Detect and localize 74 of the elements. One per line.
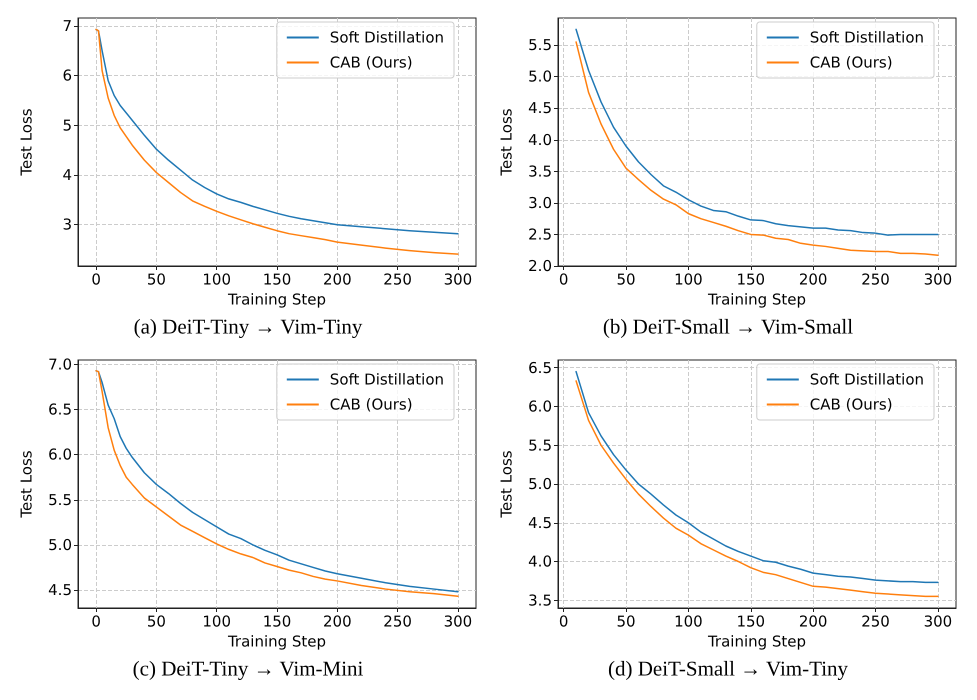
y-tick-label: 3.5 (528, 162, 552, 180)
y-tick-label: 7.0 (48, 356, 72, 374)
y-axis-title: Test Loss (498, 108, 516, 177)
y-tick-label: 5 (62, 116, 72, 134)
legend-label: CAB (Ours) (810, 54, 893, 72)
x-tick-label: 150 (736, 270, 766, 288)
x-tick-label: 250 (383, 612, 412, 630)
y-tick-label: 4 (62, 166, 72, 184)
y-tick-label: 5.0 (528, 475, 552, 493)
text: (a) DeiT-Tiny → Vim-Tiny (134, 314, 363, 338)
x-tick-label: 50 (146, 612, 166, 630)
text: (c) DeiT-Tiny → Vim-Mini (132, 656, 364, 680)
y-axis-title: Test Loss (18, 108, 36, 177)
x-tick-label: 100 (202, 612, 232, 630)
y-tick-label: 5.0 (48, 536, 72, 554)
y-tick-label: 2.0 (528, 257, 552, 275)
x-tick-label: 250 (383, 270, 412, 288)
legend-label: Soft Distillation (810, 370, 924, 388)
legend-label: CAB (Ours) (810, 396, 893, 414)
text: (d) DeiT-Small → Vim-Tiny (608, 656, 849, 680)
x-tick-label: 0 (558, 270, 568, 288)
x-tick-label: 250 (861, 612, 890, 630)
x-tick-label: 150 (262, 270, 292, 288)
y-tick-label: 7 (62, 16, 72, 35)
y-tick-label: 5.0 (528, 68, 552, 86)
x-tick-label: 50 (146, 270, 166, 288)
x-axis-title: Training Step (706, 632, 806, 650)
y-axis-title: Test Loss (498, 450, 516, 519)
y-tick-label: 3.5 (528, 591, 552, 610)
legend-label: Soft Distillation (810, 28, 924, 46)
x-tick-label: 50 (616, 270, 636, 288)
y-tick-label: 5.5 (528, 36, 552, 54)
legend-label: Soft Distillation (330, 370, 444, 388)
x-tick-label: 200 (798, 270, 828, 288)
x-tick-label: 300 (444, 270, 472, 288)
x-tick-label: 250 (861, 270, 890, 288)
x-tick-label: 200 (322, 612, 352, 630)
x-axis-title: Training Step (226, 290, 326, 308)
x-tick-label: 100 (202, 270, 232, 288)
y-tick-label: 4.0 (528, 130, 552, 149)
x-tick-label: 300 (924, 270, 952, 288)
y-tick-label: 6.0 (48, 446, 72, 464)
y-tick-label: 3 (62, 216, 72, 234)
y-tick-label: 6.5 (48, 400, 72, 419)
legend-label: CAB (Ours) (330, 54, 413, 72)
x-tick-label: 50 (616, 612, 636, 630)
x-tick-label: 200 (798, 612, 828, 630)
y-tick-label: 4.5 (528, 514, 552, 532)
y-tick-label: 5.5 (528, 436, 552, 454)
x-tick-label: 200 (322, 270, 352, 288)
y-tick-label: 6.5 (528, 358, 552, 377)
legend-label: CAB (Ours) (330, 396, 413, 414)
y-axis-title: Test Loss (18, 450, 36, 519)
y-tick-label: 3.0 (528, 194, 552, 212)
x-axis-title: Training Step (226, 632, 326, 650)
x-tick-label: 0 (91, 612, 101, 630)
y-tick-label: 6 (62, 66, 72, 85)
x-axis-title: Training Step (706, 290, 806, 308)
legend-label: Soft Distillation (330, 28, 444, 46)
x-tick-label: 150 (736, 612, 766, 630)
x-tick-label: 100 (674, 270, 703, 288)
y-tick-label: 4.5 (48, 580, 72, 599)
y-tick-label: 2.5 (528, 225, 552, 244)
y-tick-label: 4.5 (528, 99, 552, 118)
x-tick-label: 300 (444, 612, 472, 630)
y-tick-label: 6.0 (528, 398, 552, 416)
y-tick-label: 4.0 (528, 552, 552, 570)
x-tick-label: 150 (262, 612, 292, 630)
text: (b) DeiT-Small → Vim-Small (602, 314, 854, 338)
x-tick-label: 0 (91, 270, 101, 288)
x-tick-label: 100 (674, 612, 703, 630)
y-tick-label: 5.5 (48, 490, 72, 509)
x-tick-label: 0 (558, 612, 568, 630)
x-tick-label: 300 (924, 612, 952, 630)
